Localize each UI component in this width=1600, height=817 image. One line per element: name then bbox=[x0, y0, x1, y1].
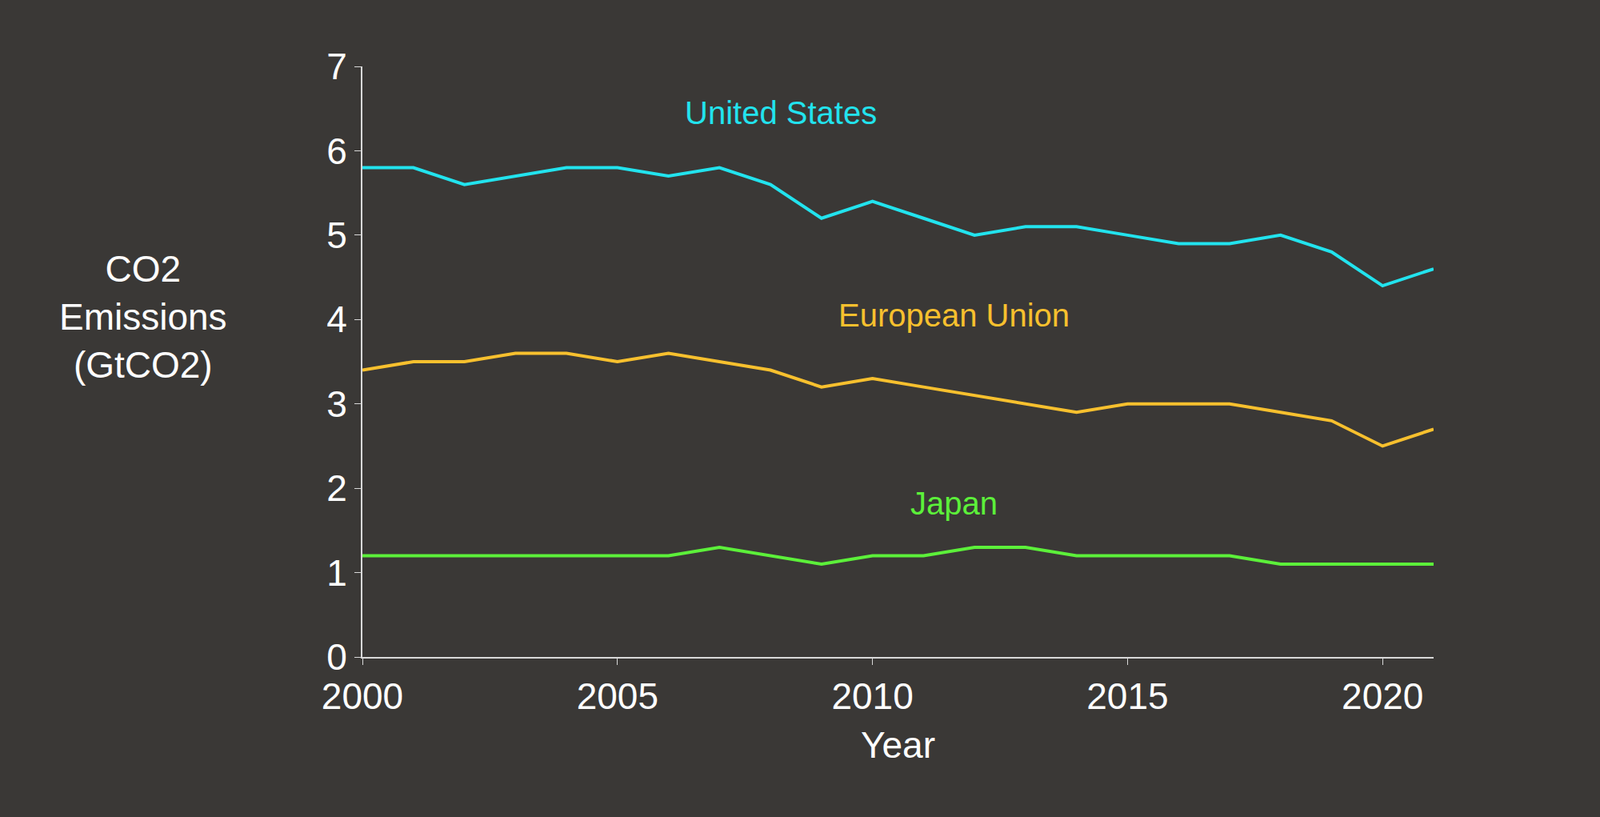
svg-text:Japan: Japan bbox=[910, 485, 998, 521]
svg-text:2: 2 bbox=[326, 467, 348, 509]
svg-text:CO2Emissions(GtCO2): CO2Emissions(GtCO2) bbox=[59, 248, 228, 386]
svg-text:1: 1 bbox=[326, 552, 348, 594]
svg-text:Year: Year bbox=[860, 724, 936, 766]
svg-text:0: 0 bbox=[326, 636, 348, 678]
svg-text:2005: 2005 bbox=[576, 675, 659, 717]
svg-text:European Union: European Union bbox=[838, 297, 1070, 333]
svg-text:4: 4 bbox=[326, 298, 348, 340]
svg-text:2010: 2010 bbox=[831, 675, 913, 717]
svg-text:United States: United States bbox=[684, 95, 877, 131]
svg-text:2020: 2020 bbox=[1341, 675, 1424, 717]
svg-text:7: 7 bbox=[326, 45, 348, 88]
svg-text:6: 6 bbox=[326, 130, 348, 172]
svg-text:2015: 2015 bbox=[1086, 675, 1168, 717]
svg-text:2000: 2000 bbox=[321, 675, 404, 717]
svg-text:5: 5 bbox=[326, 214, 348, 256]
svg-text:3: 3 bbox=[326, 383, 348, 425]
